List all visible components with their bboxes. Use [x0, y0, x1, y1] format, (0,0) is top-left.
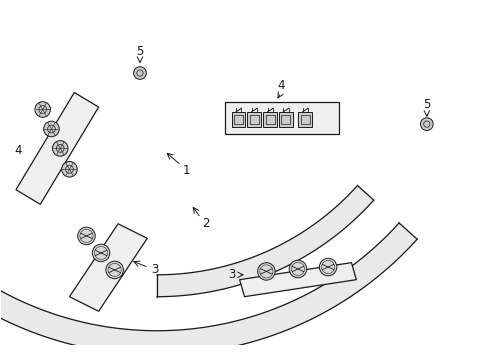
Circle shape [35, 102, 50, 117]
Text: 4: 4 [277, 79, 284, 92]
Text: 2: 2 [202, 217, 209, 230]
Bar [300, 114, 309, 124]
Polygon shape [16, 93, 99, 204]
Circle shape [133, 67, 146, 79]
Bar [231, 112, 245, 126]
Polygon shape [239, 263, 356, 297]
Polygon shape [157, 185, 373, 297]
Bar [263, 112, 277, 126]
Circle shape [61, 162, 77, 177]
Text: 4: 4 [15, 144, 22, 157]
Bar [249, 114, 258, 124]
Bar [279, 112, 292, 126]
Circle shape [420, 118, 432, 130]
Text: 5: 5 [422, 98, 429, 111]
Polygon shape [69, 224, 147, 311]
Polygon shape [0, 223, 416, 355]
Text: 3: 3 [228, 268, 236, 281]
Text: 1: 1 [182, 164, 189, 177]
Bar [265, 114, 274, 124]
Circle shape [92, 244, 110, 262]
Bar [224, 102, 339, 134]
Circle shape [52, 141, 68, 156]
Circle shape [78, 227, 95, 245]
Circle shape [319, 258, 336, 276]
Circle shape [43, 121, 59, 137]
Text: 5: 5 [136, 45, 143, 58]
Bar [234, 114, 243, 124]
Circle shape [257, 263, 275, 280]
Bar [298, 112, 311, 126]
Circle shape [288, 260, 306, 278]
Bar [247, 112, 261, 126]
Circle shape [106, 261, 123, 279]
Text: 3: 3 [151, 264, 158, 276]
Bar [281, 114, 289, 124]
